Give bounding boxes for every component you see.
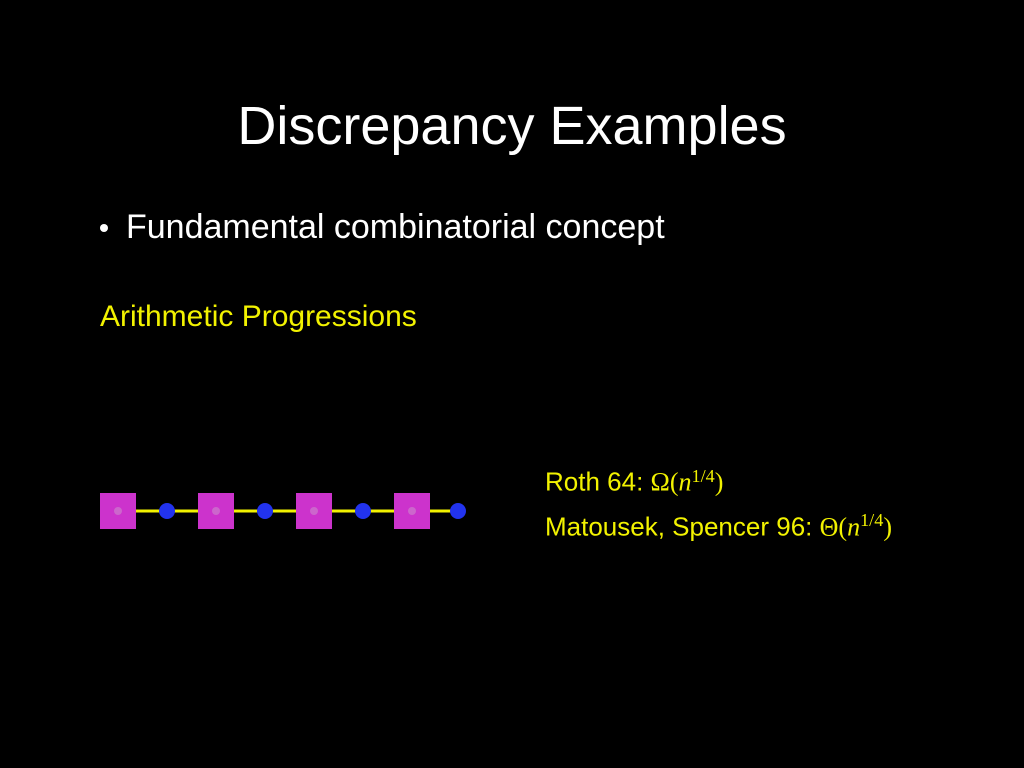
var-n: n [847, 512, 860, 541]
progression-diagram [98, 490, 468, 532]
result-matousek-spencer: Matousek, Spencer 96: Θ(n1/4) [545, 505, 892, 550]
bullet-dot-icon [100, 224, 108, 232]
exponent: 1/4 [860, 510, 883, 530]
paren-close: ) [883, 512, 892, 541]
results-block: Roth 64: Ω(n1/4) Matousek, Spencer 96: Θ… [545, 460, 892, 549]
result-roth: Roth 64: Ω(n1/4) [545, 460, 892, 505]
paren-open: ( [838, 512, 847, 541]
bullet-item: Fundamental combinatorial concept [100, 208, 665, 247]
theta-symbol: Θ [820, 512, 839, 541]
exponent: 1/4 [692, 466, 715, 486]
slide-title: Discrepancy Examples [0, 95, 1024, 157]
subheading: Arithmetic Progressions [100, 300, 417, 334]
bullet-text: Fundamental combinatorial concept [126, 208, 665, 247]
result-ms-prefix: Matousek, Spencer 96: [545, 511, 820, 541]
paren-open: ( [670, 468, 679, 497]
paren-close: ) [715, 468, 724, 497]
omega-symbol: Ω [651, 468, 670, 497]
result-roth-prefix: Roth 64: [545, 467, 651, 497]
var-n: n [679, 468, 692, 497]
